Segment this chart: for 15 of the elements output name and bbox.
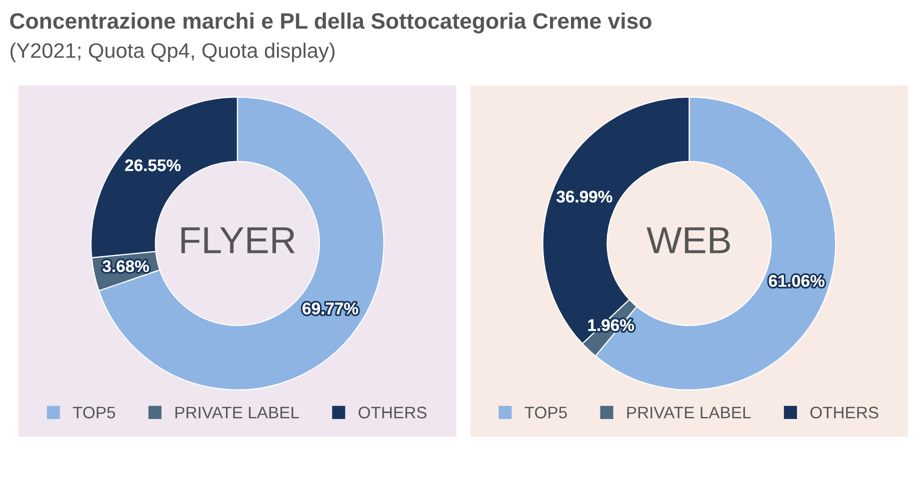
text: (Y2021; Quota Qp4, Quota display) (10, 42, 335, 62)
data-label: 3.68% (102, 260, 149, 272)
legend-label: OTHERS (810, 406, 878, 418)
legend-label: TOP5 (72, 406, 116, 418)
legend-label: PRIVATE LABEL (175, 406, 299, 418)
legend-label: OTHERS (358, 406, 427, 418)
text: FLYER (181, 227, 295, 254)
data-label: 36.99% (556, 190, 612, 203)
text: Concentrazione marchi e PL della Sottocategoria Creme viso (10, 12, 652, 34)
data-label: 69.77% (302, 302, 358, 314)
text: WEB (646, 227, 730, 254)
data-label: 61.06% (768, 275, 824, 287)
legend-label: PRIVATE LABEL (627, 406, 751, 418)
slice-label: TOP5 (524, 406, 567, 418)
data-label: 26.55% (125, 159, 181, 172)
